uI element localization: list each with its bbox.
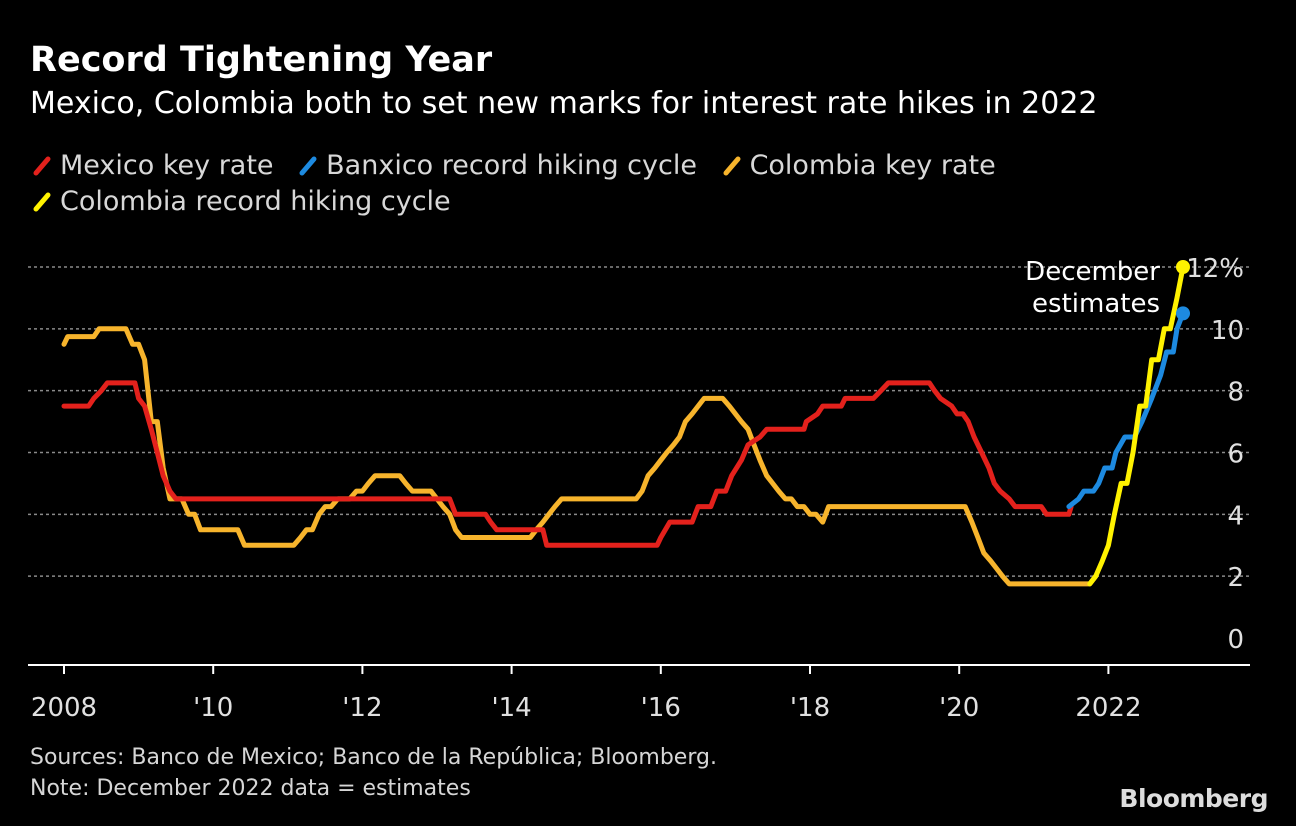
annotation-line2: estimates	[1032, 289, 1160, 319]
x-tick-label: '14	[491, 693, 531, 723]
x-tick-label: '12	[342, 693, 382, 723]
x-tick-label: '10	[193, 693, 233, 723]
x-tick-label: '20	[939, 693, 979, 723]
annotation-line1: December	[1025, 257, 1160, 287]
legend-swatch-banxico-icon	[299, 156, 317, 176]
legend-label-banxico: Banxico record hiking cycle	[326, 150, 697, 181]
legend-label-colombia: Colombia key rate	[749, 150, 996, 181]
legend-label-colombia-record: Colombia record hiking cycle	[60, 186, 451, 217]
x-axis-ticks: 2008 '10 '12 '14 '16 '18 '20 2022	[31, 665, 1141, 723]
series-line-banxico-record-hiking-cycle	[1066, 310, 1186, 510]
chart-subtitle: Mexico, Colombia both to set new marks f…	[30, 86, 1098, 121]
endpoint-marker-colombia-record-hiking-cycle	[1176, 260, 1190, 274]
series-line-mexico-key-rate	[61, 380, 1074, 548]
endpoint-markers	[1176, 260, 1190, 321]
legend-item-mexico: Mexico key rate	[30, 150, 274, 181]
bloomberg-logo: Bloomberg	[1119, 784, 1268, 813]
y-tick-label: 12%	[1186, 254, 1244, 284]
y-tick-label: 4	[1227, 501, 1244, 531]
y-tick-label: 10	[1211, 316, 1244, 346]
series-lines	[61, 264, 1186, 587]
y-axis-ticks: 0 2 4 6 8 10 12%	[1186, 254, 1244, 655]
x-tick-label: '16	[641, 693, 681, 723]
estimates-note: Note: December 2022 data = estimates	[30, 776, 471, 801]
x-tick-label: 2008	[31, 693, 97, 723]
y-tick-label: 0	[1227, 625, 1244, 655]
chart-footer: Sources: Banco de Mexico; Banco de la Re…	[30, 742, 717, 804]
y-tick-label: 2	[1227, 563, 1244, 593]
legend-item-colombia-record: Colombia record hiking cycle	[30, 186, 451, 217]
series-line-colombia-record-hiking-cycle	[1087, 264, 1186, 587]
legend-row: Colombia record hiking cycle	[30, 186, 1180, 222]
x-tick-label: '18	[790, 693, 830, 723]
legend-swatch-mexico-icon	[33, 156, 51, 176]
series-line-colombia-key-rate	[61, 326, 1099, 587]
legend-row: Mexico key rate Banxico record hiking cy…	[30, 150, 1180, 186]
x-tick-label: 2022	[1075, 693, 1141, 723]
legend-swatch-colombia-icon	[723, 156, 741, 176]
legend-item-colombia: Colombia key rate	[720, 150, 996, 181]
legend: Mexico key rate Banxico record hiking cy…	[30, 150, 1180, 222]
sources-note: Sources: Banco de Mexico; Banco de la Re…	[30, 745, 717, 770]
legend-swatch-colombia-record-icon	[33, 192, 51, 212]
y-tick-label: 8	[1227, 378, 1244, 408]
legend-label-mexico: Mexico key rate	[60, 150, 274, 181]
y-tick-label: 6	[1227, 440, 1244, 470]
legend-item-banxico: Banxico record hiking cycle	[296, 150, 697, 181]
endpoint-marker-banxico-record-hiking-cycle	[1176, 306, 1190, 321]
chart-title: Record Tightening Year	[30, 40, 493, 80]
